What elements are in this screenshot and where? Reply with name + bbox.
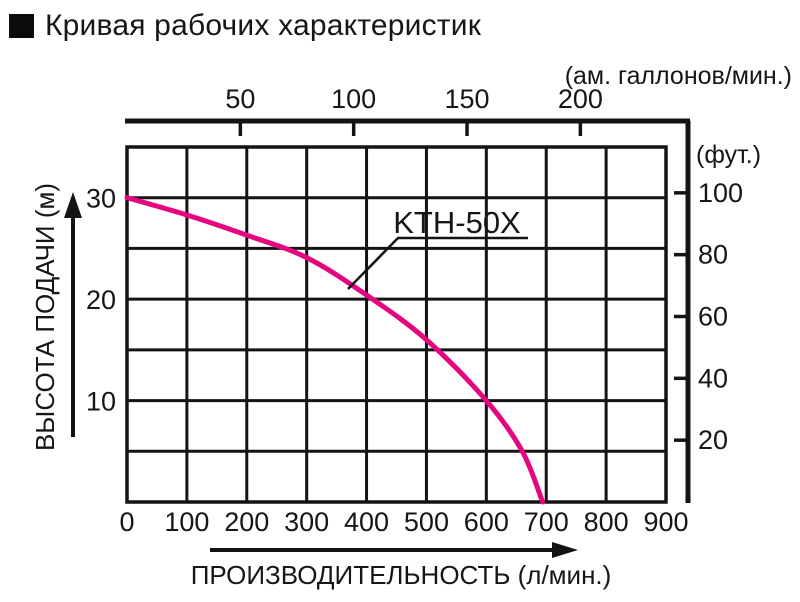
x-axis-arrowhead-icon — [552, 542, 578, 558]
right-axis-unit-label: (фут.) — [696, 141, 761, 169]
right-tick-label: 60 — [698, 302, 728, 332]
y-tick-label: 10 — [86, 387, 116, 417]
x-tick-label: 700 — [524, 507, 569, 537]
chart-generated-layer: 0 100 200 300 400 500 600 700 800 900 30 20 10 50 100 1… — [86, 84, 743, 537]
y-axis-title: ВЫСОТА ПОДАЧИ (м) — [30, 183, 60, 451]
top-tick-label: 200 — [558, 84, 603, 114]
title-square-bullet-icon — [9, 14, 34, 38]
x-tick-label: 300 — [284, 507, 329, 537]
y-axis-arrowhead-icon — [64, 192, 82, 218]
right-tick-label: 20 — [698, 425, 728, 455]
top-tick-label: 150 — [444, 84, 489, 114]
top-tick-label: 100 — [331, 84, 376, 114]
y-tick-label: 20 — [86, 285, 116, 315]
top-axis-unit-label: (ам. галлонов/мин.) — [565, 62, 792, 90]
x-tick-label: 800 — [584, 507, 629, 537]
x-tick-label: 600 — [464, 507, 509, 537]
x-tick-label: 900 — [643, 507, 688, 537]
x-tick-label: 0 — [119, 507, 134, 537]
page-title: Кривая рабочих характеристик — [45, 9, 482, 42]
x-axis-title: ПРОИЗВОДИТЕЛЬНОСТЬ (л/мин.) — [191, 560, 612, 590]
pump-curve — [124, 195, 546, 505]
right-tick-label: 100 — [698, 178, 743, 208]
x-tick-label: 500 — [404, 507, 449, 537]
x-tick-label: 100 — [164, 507, 209, 537]
y-tick-label: 30 — [86, 184, 116, 214]
x-tick-label: 400 — [344, 507, 389, 537]
x-tick-label: 200 — [224, 507, 269, 537]
page-header: Кривая рабочих характеристик — [9, 9, 481, 43]
series-label: KTH-50X — [393, 205, 521, 240]
series-callout-line — [347, 236, 528, 290]
right-tick-label: 80 — [698, 240, 728, 270]
top-tick-label: 50 — [225, 84, 255, 114]
grid-border — [125, 145, 668, 504]
right-tick-label: 40 — [698, 363, 728, 393]
